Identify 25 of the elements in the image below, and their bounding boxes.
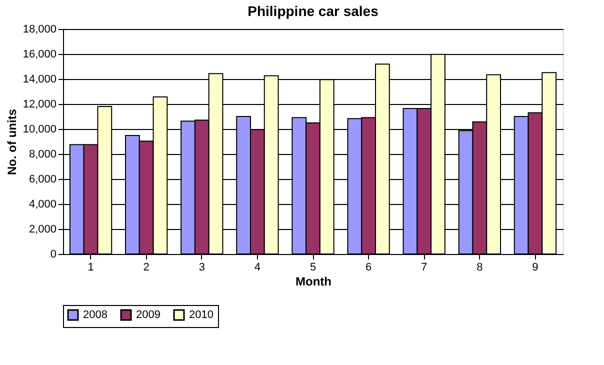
x-axis-title: Month — [296, 274, 332, 288]
y-axis-title: No. of units — [4, 108, 19, 175]
x-tick-label: 4 — [254, 262, 261, 274]
x-tick-label: 5 — [310, 262, 316, 274]
x-tick-label: 7 — [421, 262, 428, 274]
x-tick-label: 3 — [198, 262, 205, 274]
x-tick-label: 2 — [143, 262, 150, 274]
y-tick-label: 16,000 — [22, 48, 56, 60]
legend-label: 2009 — [136, 309, 160, 321]
y-tick-label: 4,000 — [28, 198, 56, 210]
y-tick-label: 10,000 — [22, 124, 56, 136]
y-tick-label: 8,000 — [28, 148, 56, 160]
legend-label: 2008 — [83, 309, 108, 321]
y-tick-label: 14,000 — [22, 74, 56, 86]
x-tick-label: 8 — [476, 262, 483, 274]
x-tick-label: 6 — [365, 262, 372, 274]
y-tick-label: 2,000 — [28, 224, 56, 236]
y-tick-label: 6,000 — [28, 174, 56, 186]
y-tick-label: 12,000 — [22, 98, 56, 110]
x-tick-label: 1 — [88, 262, 94, 274]
chart-title: Philippine car sales — [248, 3, 379, 19]
y-tick-label: 0 — [50, 248, 56, 260]
x-tick-label: 9 — [532, 262, 538, 274]
y-tick-label: 18,000 — [22, 24, 56, 36]
legend-label: 2010 — [189, 309, 214, 321]
